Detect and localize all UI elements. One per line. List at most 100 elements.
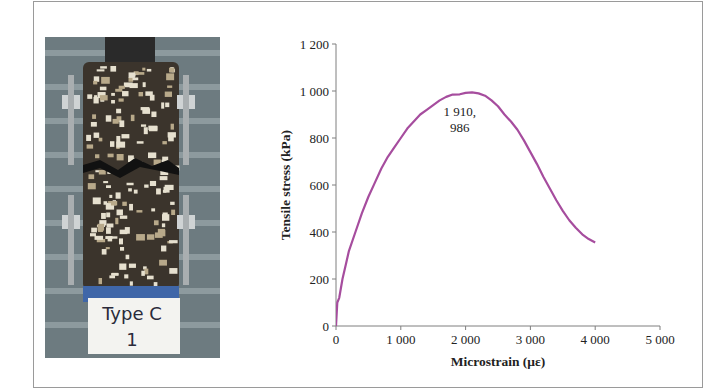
annotation-line: 986 <box>450 120 470 135</box>
photo-aggregate <box>112 273 119 276</box>
photo-aggregate <box>138 72 145 75</box>
photo-aggregate <box>110 66 116 72</box>
photo-aggregate <box>106 115 112 121</box>
x-tick-label: 5 000 <box>645 332 674 347</box>
photo-aggregate <box>93 81 97 85</box>
photo-aggregate <box>115 218 118 224</box>
photo-aggregate <box>159 260 167 266</box>
x-axis-line <box>336 326 660 327</box>
plot-area <box>336 92 595 326</box>
photo-aggregate <box>115 89 122 92</box>
photo-aggregate <box>161 246 166 252</box>
photo-loader <box>105 37 155 65</box>
photo-aggregate <box>164 187 170 193</box>
photo-aggregate <box>141 271 145 276</box>
photo-label-card <box>88 298 180 354</box>
photo: Type C 1 <box>45 37 220 358</box>
photo-aggregate <box>117 209 123 215</box>
photo-aggregate <box>119 238 123 244</box>
photo-aggregate <box>116 136 120 143</box>
photo-aggregate <box>167 85 172 87</box>
photo-crack <box>83 158 179 178</box>
photo-aggregate <box>116 109 121 114</box>
photo-aggregate <box>108 154 114 158</box>
photo-aggregate <box>144 127 148 134</box>
axes: 02004006008001 0001 20001 0002 0003 0004… <box>300 37 675 348</box>
y-tick-label: 1 000 <box>300 84 329 99</box>
photo-aggregate <box>119 120 124 127</box>
photo-gauge <box>183 195 189 285</box>
photo-aggregate <box>156 188 161 194</box>
photo-aggregate <box>155 232 163 237</box>
photo-aggregate <box>119 98 124 101</box>
y-tick-label: 800 <box>310 131 330 146</box>
photo-gauge <box>183 75 189 165</box>
photo-aggregate <box>147 69 151 72</box>
photo-aggregate <box>106 212 110 217</box>
photo-aggregate <box>99 278 102 284</box>
photo-aggregate <box>166 73 174 80</box>
photo-aggregate <box>90 233 96 236</box>
photo-aggregate <box>150 181 156 186</box>
photo-aggregate <box>108 201 112 203</box>
x-tick-label: 3 000 <box>516 332 545 347</box>
photo-aggregate <box>98 230 103 232</box>
photo-aggregate <box>91 122 97 127</box>
photo-aggregate <box>145 91 152 95</box>
photo-aggregate <box>93 197 101 204</box>
y-tick-label: 1 200 <box>300 37 329 52</box>
photo-aggregate <box>101 213 106 219</box>
photo-aggregate <box>136 234 145 240</box>
photo-label: Type C <box>101 303 162 324</box>
x-tick <box>400 326 401 330</box>
photo-aggregate <box>105 236 112 239</box>
photo-aggregate <box>143 82 146 87</box>
y-tick <box>332 138 336 139</box>
photo-aggregate <box>109 195 112 198</box>
photo-aggregate <box>144 185 148 188</box>
photo-label: 1 <box>126 329 137 350</box>
photo-aggregate <box>160 176 168 180</box>
photo-aggregate <box>142 68 145 71</box>
x-tick-label: 4 000 <box>581 332 610 347</box>
y-axis-title: Tensile stress (kPa) <box>278 130 293 240</box>
photo-aggregate <box>117 154 124 160</box>
photo-aggregate <box>99 170 106 175</box>
photo-aggregate <box>116 142 125 148</box>
photo-aggregate <box>104 201 108 205</box>
photo-aggregate <box>154 220 159 225</box>
y-tick <box>332 44 336 45</box>
y-tick <box>332 279 336 280</box>
photo-aggregate <box>148 126 157 130</box>
x-tick <box>595 326 596 330</box>
photo-aggregate <box>124 274 128 278</box>
photo-aggregate <box>95 154 99 158</box>
photo-aggregate <box>109 275 115 278</box>
y-tick-label: 400 <box>310 225 330 240</box>
photo-aggregate <box>116 192 121 198</box>
photo-aggregate <box>120 247 124 251</box>
photo-aggregate <box>169 268 177 274</box>
photo-aggregate <box>136 210 142 212</box>
photo-aggregate <box>147 276 154 280</box>
photo-gauge <box>68 195 74 285</box>
x-tick-label: 2 000 <box>451 332 480 347</box>
photo-aggregate <box>122 202 127 206</box>
photo-aggregate <box>165 92 172 97</box>
photo-aggregate <box>113 119 119 124</box>
annotation-line: 1 910, <box>444 104 477 119</box>
photo-aggregate <box>91 228 97 233</box>
photo-specimen <box>83 62 179 290</box>
photo-aggregate <box>162 141 166 144</box>
photo-aggregate <box>103 181 108 183</box>
photo-aggregate <box>168 132 176 137</box>
photo-aggregate <box>162 214 169 221</box>
photo-aggregate <box>151 208 155 211</box>
photo-aggregate <box>100 95 108 100</box>
photo-aggregate <box>147 234 154 239</box>
photo-aggregate <box>131 115 135 121</box>
photo-aggregate <box>170 202 174 205</box>
stress-strain-line <box>336 92 595 326</box>
photo-aggregate <box>151 112 156 118</box>
y-tick <box>332 91 336 92</box>
